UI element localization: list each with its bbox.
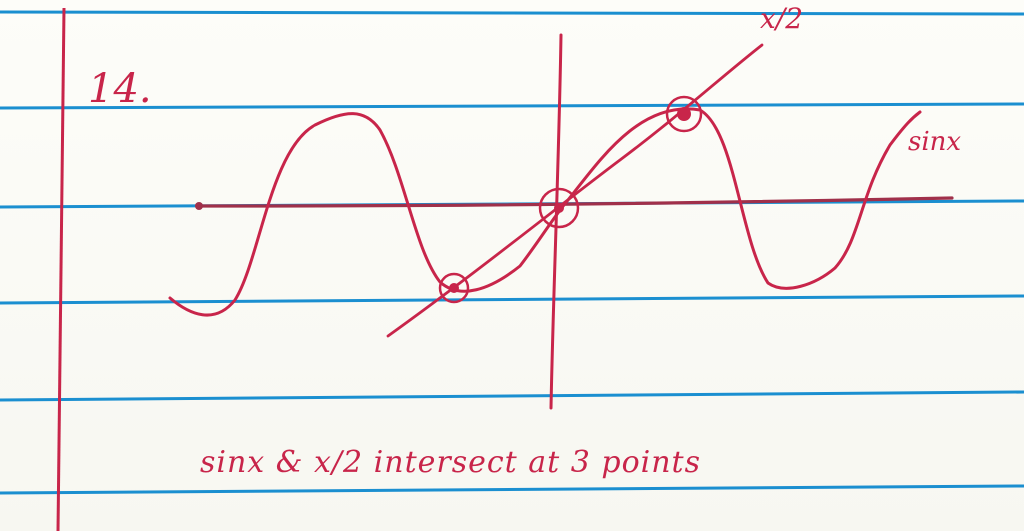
ruled-line-5 [0,390,1024,402]
curve-label: sinx [908,127,961,157]
ruled-line-2 [0,102,1024,110]
intersection-marker-right [665,95,703,133]
caption: sinx & x/2 intersect at 3 points [200,445,701,480]
problem-number: 14. [88,66,152,112]
ruled-line-6 [0,484,1024,495]
line-x-over-2 [386,43,764,338]
intersection-marker-left [438,272,470,304]
line-label: x/2 [760,2,803,35]
x-axis-start-dot [195,202,203,210]
margin-line [56,7,66,531]
sine-curve [168,107,922,317]
intersection-marker-origin [538,187,580,229]
ruled-lines [0,10,1024,495]
ruled-line-4 [0,294,1024,305]
ruled-line-1 [0,10,1024,16]
